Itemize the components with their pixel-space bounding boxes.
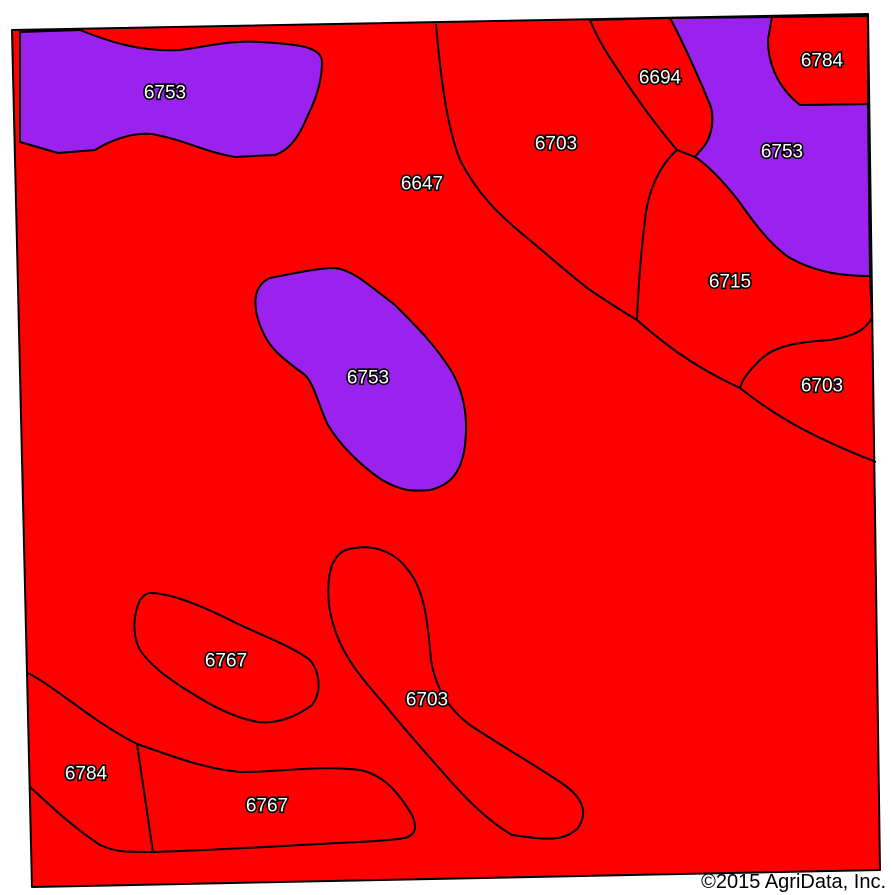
soil-label-6703-e: 6703 xyxy=(801,376,843,397)
soil-label-6715: 6715 xyxy=(709,272,751,293)
soil-label-6767-s: 6767 xyxy=(246,796,288,817)
soil-label-6767-w: 6767 xyxy=(205,651,247,672)
soil-label-6753-ne: 6753 xyxy=(761,142,803,163)
soil-label-6784-sw: 6784 xyxy=(65,764,108,785)
soil-label-6703-s: 6703 xyxy=(406,690,448,711)
soil-unit-6703-s xyxy=(327,546,585,840)
soil-label-6753-c: 6753 xyxy=(347,368,389,389)
soil-label-6753-nw: 6753 xyxy=(144,83,186,104)
boundary-6784-sw xyxy=(27,672,154,853)
soil-unit-6767-w xyxy=(133,592,320,724)
soil-unit-6753-nw xyxy=(19,29,323,158)
soil-label-6694: 6694 xyxy=(639,68,682,89)
boundary-6715 xyxy=(636,149,877,463)
boundary-6784-south xyxy=(29,786,154,853)
soil-label-6647: 6647 xyxy=(401,174,443,195)
soil-label-6784-ne: 6784 xyxy=(801,51,844,72)
soil-unit-6767-s xyxy=(136,743,417,853)
boundary-6715-6703 xyxy=(739,275,873,389)
soil-label-6703-n: 6703 xyxy=(535,134,577,155)
copyright-text: ©2015 AgriData, Inc. xyxy=(701,871,886,893)
soil-unit-6753-c xyxy=(254,267,468,492)
boundary-6647-6703 xyxy=(435,23,638,321)
soil-unit-6784-ne xyxy=(767,15,869,106)
